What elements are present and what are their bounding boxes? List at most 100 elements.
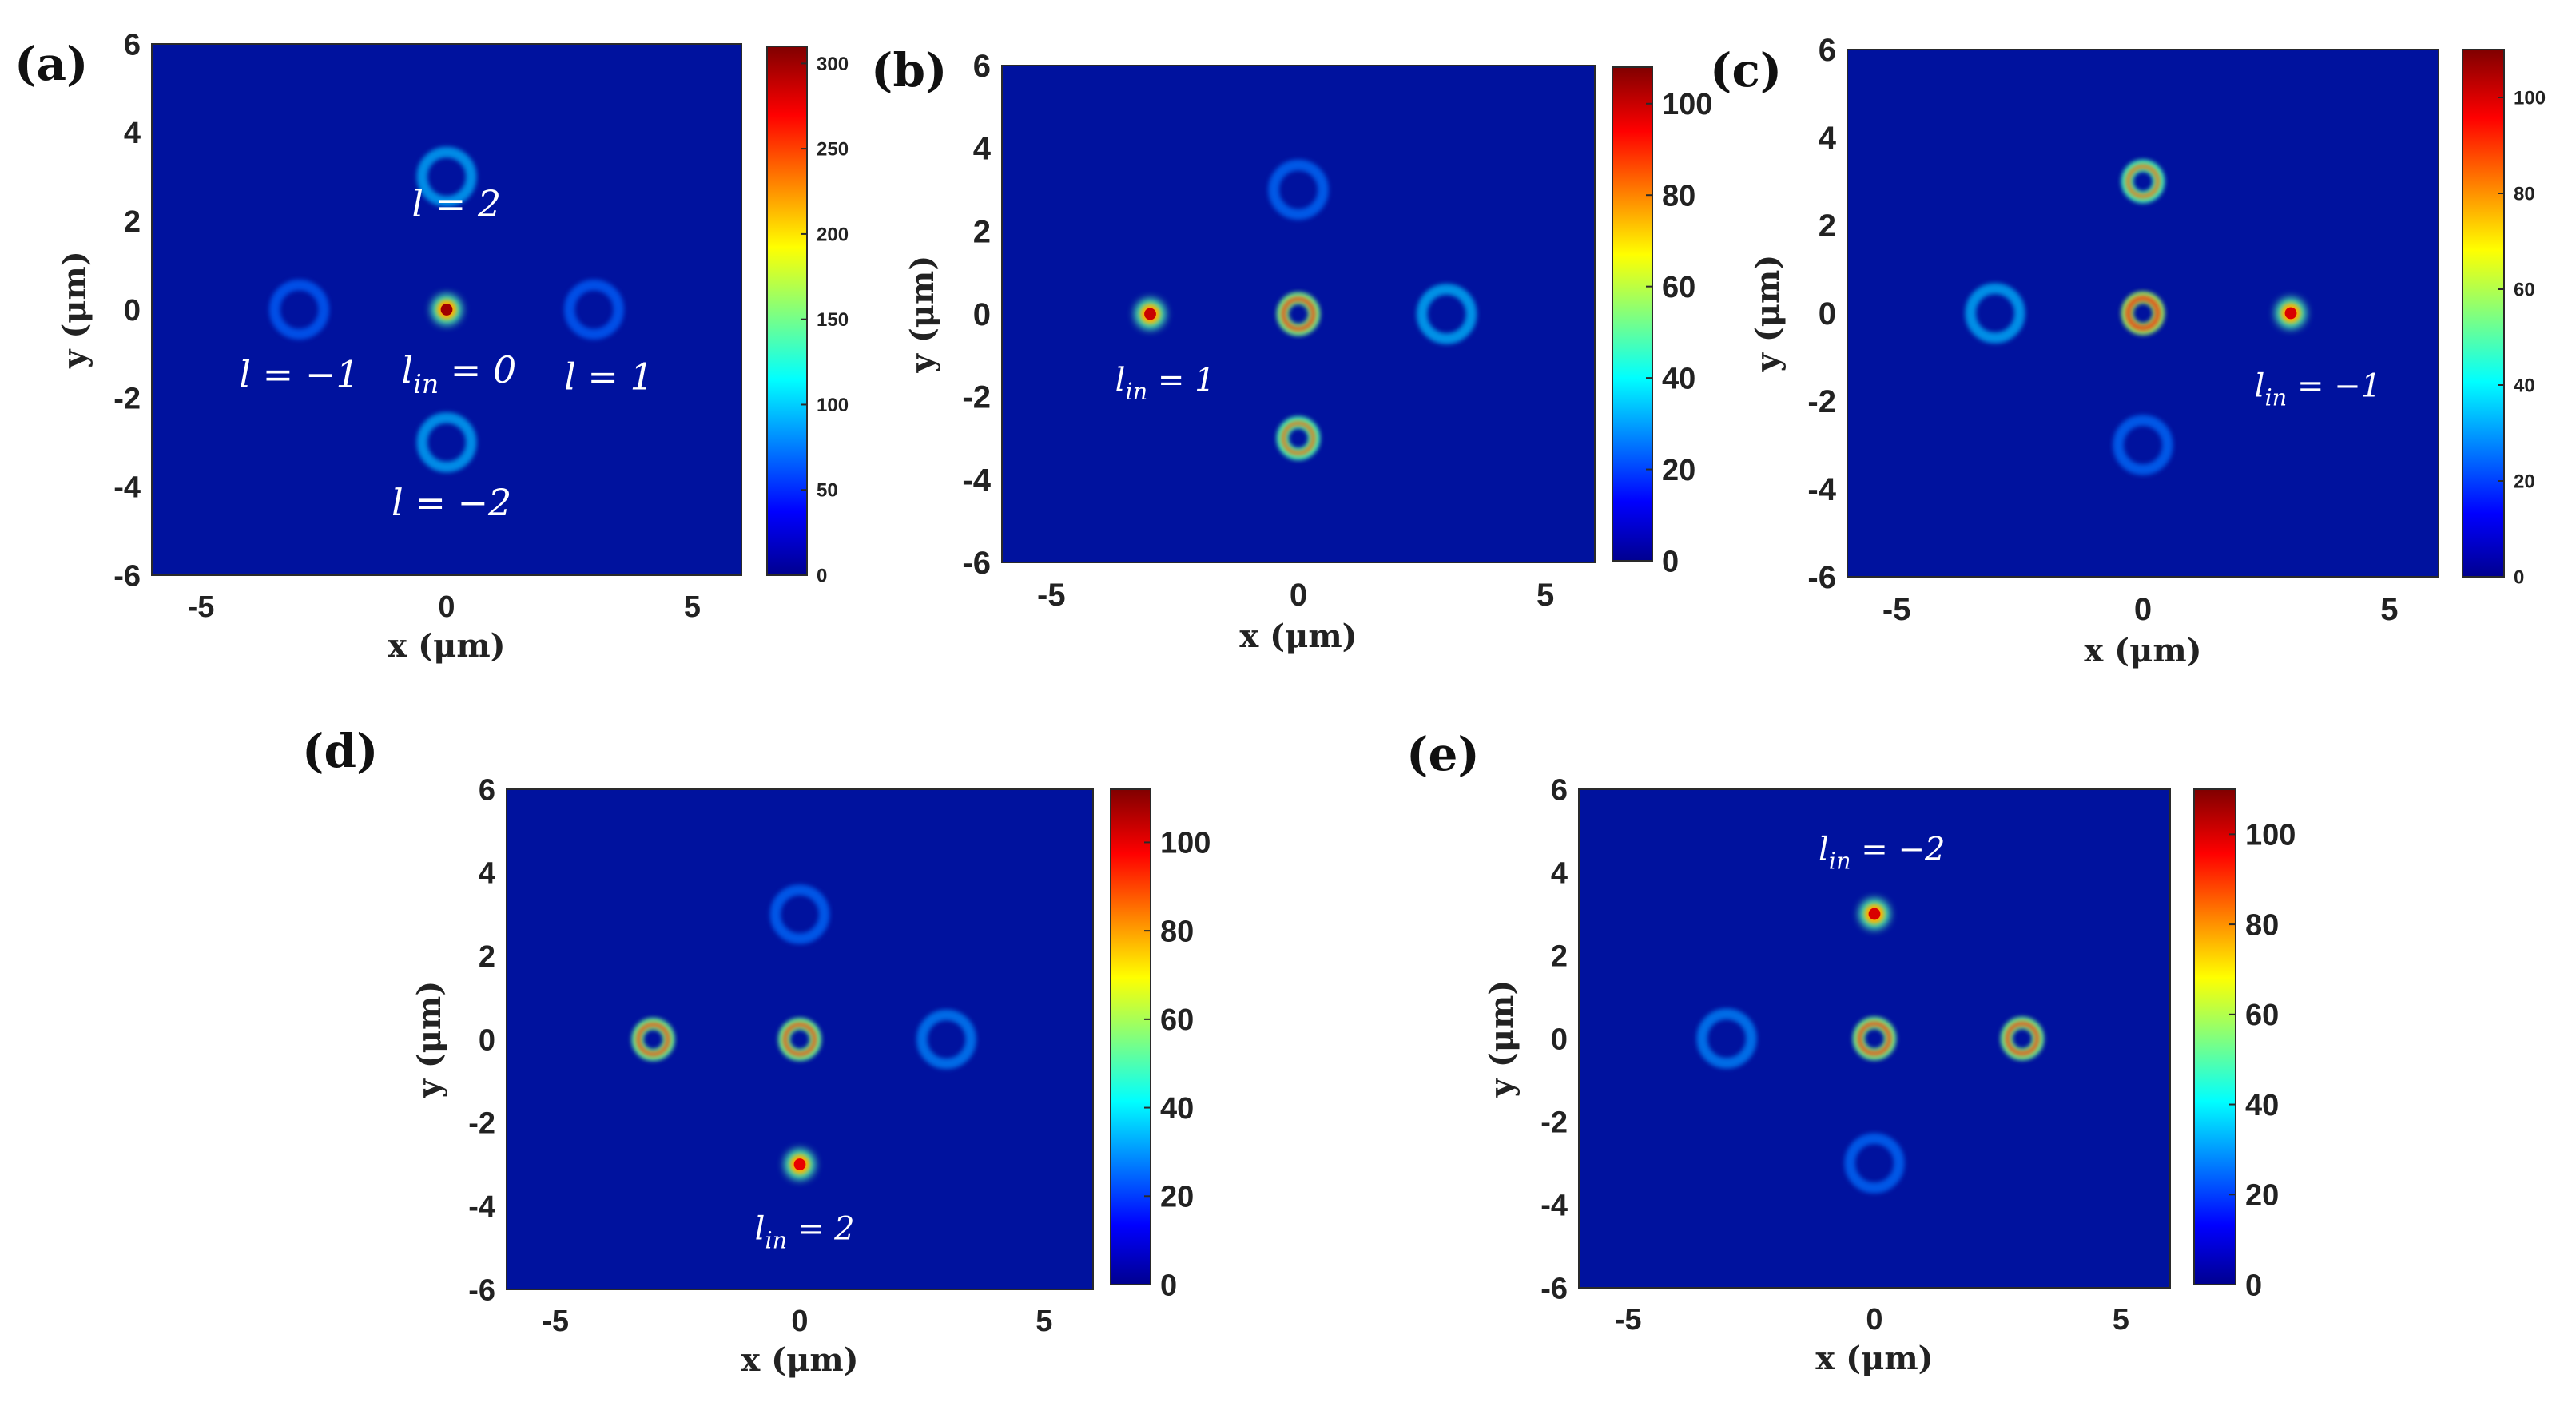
x-tick-label: -5 (1882, 592, 1911, 627)
colorbar-tick-label: 60 (2245, 999, 2279, 1032)
y-tick-label: -4 (1540, 1189, 1568, 1222)
annotation-main: l (2255, 368, 2265, 405)
annotation-sub: in (1829, 848, 1851, 875)
y-tick-label: 4 (124, 117, 141, 150)
annotation-rest: = 0 (439, 348, 516, 391)
annotation-rest: = −2 (1851, 831, 1946, 868)
annotation-sub: in (2264, 384, 2287, 411)
colorbar-tick-label: 80 (1662, 180, 1695, 213)
spot-dot (1868, 908, 1881, 920)
colorbar-tick-label: 60 (1160, 1003, 1194, 1037)
annotation: l = 1 (564, 355, 654, 398)
spot-ring (916, 1009, 976, 1070)
annotation: l = −1 (239, 352, 359, 395)
annotation-main: l = −2 (392, 481, 511, 524)
annotation-sub: in (765, 1227, 787, 1254)
colorbar-tick-label: 0 (817, 565, 827, 586)
colorbar-tick-label: 40 (2245, 1089, 2279, 1122)
annotation: lin = −2 (1819, 831, 1945, 874)
y-tick-label: 2 (1819, 209, 1836, 244)
y-tick-label: -6 (113, 559, 141, 593)
y-tick-label: -6 (962, 546, 991, 581)
y-tick-label: 0 (1819, 296, 1836, 332)
spot-dot (2284, 307, 2297, 320)
y-tick-label: 6 (124, 28, 141, 62)
colorbar-tick-label: 20 (1160, 1181, 1194, 1214)
colorbar-tick-label: 20 (2245, 1179, 2279, 1213)
y-tick-label: -6 (1807, 560, 1836, 595)
heatmap-background (1579, 789, 2170, 1288)
spot-ring (416, 146, 477, 207)
colorbar-tick-label: 100 (1662, 88, 1712, 121)
panel-label: (a) (14, 37, 88, 91)
spot-dot (440, 304, 453, 316)
plot-frame (506, 788, 1094, 1290)
spot-ring-core (1281, 421, 1316, 455)
x-tick-label: 5 (2380, 592, 2398, 627)
annotation: lin = 0 (402, 348, 517, 399)
annotation-rest: = 1 (1147, 362, 1214, 399)
y-tick-label: 0 (124, 294, 141, 328)
panel-1: (b) lin = 1 -5 0 5 -6 -4 -2 0 2 4 6 x (μm) y (μm) 0 20 4… (871, 43, 1712, 655)
x-tick-label: -5 (188, 590, 215, 624)
x-tick-label: -5 (1037, 578, 1066, 613)
colorbar-tick-label: 20 (2514, 471, 2535, 492)
annotation-rest: = −1 (2287, 368, 2381, 405)
annotation-main: l (755, 1210, 765, 1247)
y-tick-label: 6 (1551, 773, 1568, 807)
x-tick-label: 0 (791, 1305, 808, 1338)
spot-ring-core (2005, 1021, 2040, 1056)
colorbar-tick-label: 80 (2245, 908, 2279, 942)
annotation: lin = 2 (755, 1210, 855, 1253)
plot-frame (1001, 65, 1596, 563)
y-tick-label: 0 (973, 297, 991, 332)
colorbar-tick-label: 60 (1662, 271, 1695, 304)
y-tick-label: 2 (973, 214, 991, 249)
colorbar (766, 46, 808, 576)
annotation-main: l = 2 (411, 182, 501, 225)
colorbar-tick-label: 80 (1160, 915, 1194, 948)
panel-label: (c) (1710, 43, 1782, 97)
x-tick-label: 5 (2113, 1303, 2129, 1337)
y-tick-label: -4 (962, 463, 991, 498)
colorbar (2193, 788, 2236, 1285)
annotation-main: l (1819, 831, 1829, 868)
spot-ring (268, 279, 330, 340)
annotation: l = −2 (392, 481, 511, 524)
annotation-main: l = −1 (239, 352, 359, 395)
spot-ring (769, 884, 830, 944)
y-tick-label: -2 (1807, 384, 1836, 419)
spot-ring (416, 412, 477, 473)
spot-ring (1965, 283, 2025, 344)
spot-dot (793, 1158, 806, 1170)
annotation-rest: = 2 (787, 1210, 854, 1247)
spot-ring (563, 279, 625, 340)
panel-4: (e) lin = −2 -5 0 5 -6 -4 -2 0 2 4 6 x (μm) y (μm) 0 20… (1406, 727, 2296, 1377)
colorbar-tick-label: 0 (2514, 566, 2524, 588)
x-tick-label: 0 (2134, 592, 2152, 627)
colorbar-tick-label: 40 (1662, 362, 1695, 395)
x-tick-label: 5 (684, 590, 701, 624)
spot-ring-core (2125, 164, 2161, 199)
annotation: lin = −1 (2255, 368, 2381, 411)
annotation-sub: in (413, 368, 439, 399)
colorbar-tick-label: 0 (1160, 1269, 1177, 1302)
y-tick-label: 6 (1819, 33, 1836, 68)
y-tick-label: 0 (479, 1023, 495, 1057)
y-tick-label: 6 (973, 49, 991, 84)
spot-ring (1696, 1008, 1757, 1069)
spot-ring-core (2125, 296, 2161, 331)
y-tick-label: 2 (124, 205, 141, 239)
y-tick-label: 4 (973, 132, 992, 167)
annotation: l = 2 (411, 182, 501, 225)
colorbar-tick-label: 100 (1160, 827, 1210, 860)
spot-ring-core (1281, 296, 1316, 332)
x-tick-label: 0 (438, 590, 455, 624)
x-axis-label: x (μm) (741, 1341, 858, 1379)
heatmap-background (1847, 50, 2439, 577)
colorbar-tick-label: 80 (2514, 183, 2535, 205)
heatmap-background (507, 789, 1093, 1289)
spot-ring (1844, 1133, 1905, 1194)
y-axis-label: y (μm) (1749, 255, 1787, 373)
x-tick-label: -5 (542, 1305, 569, 1338)
